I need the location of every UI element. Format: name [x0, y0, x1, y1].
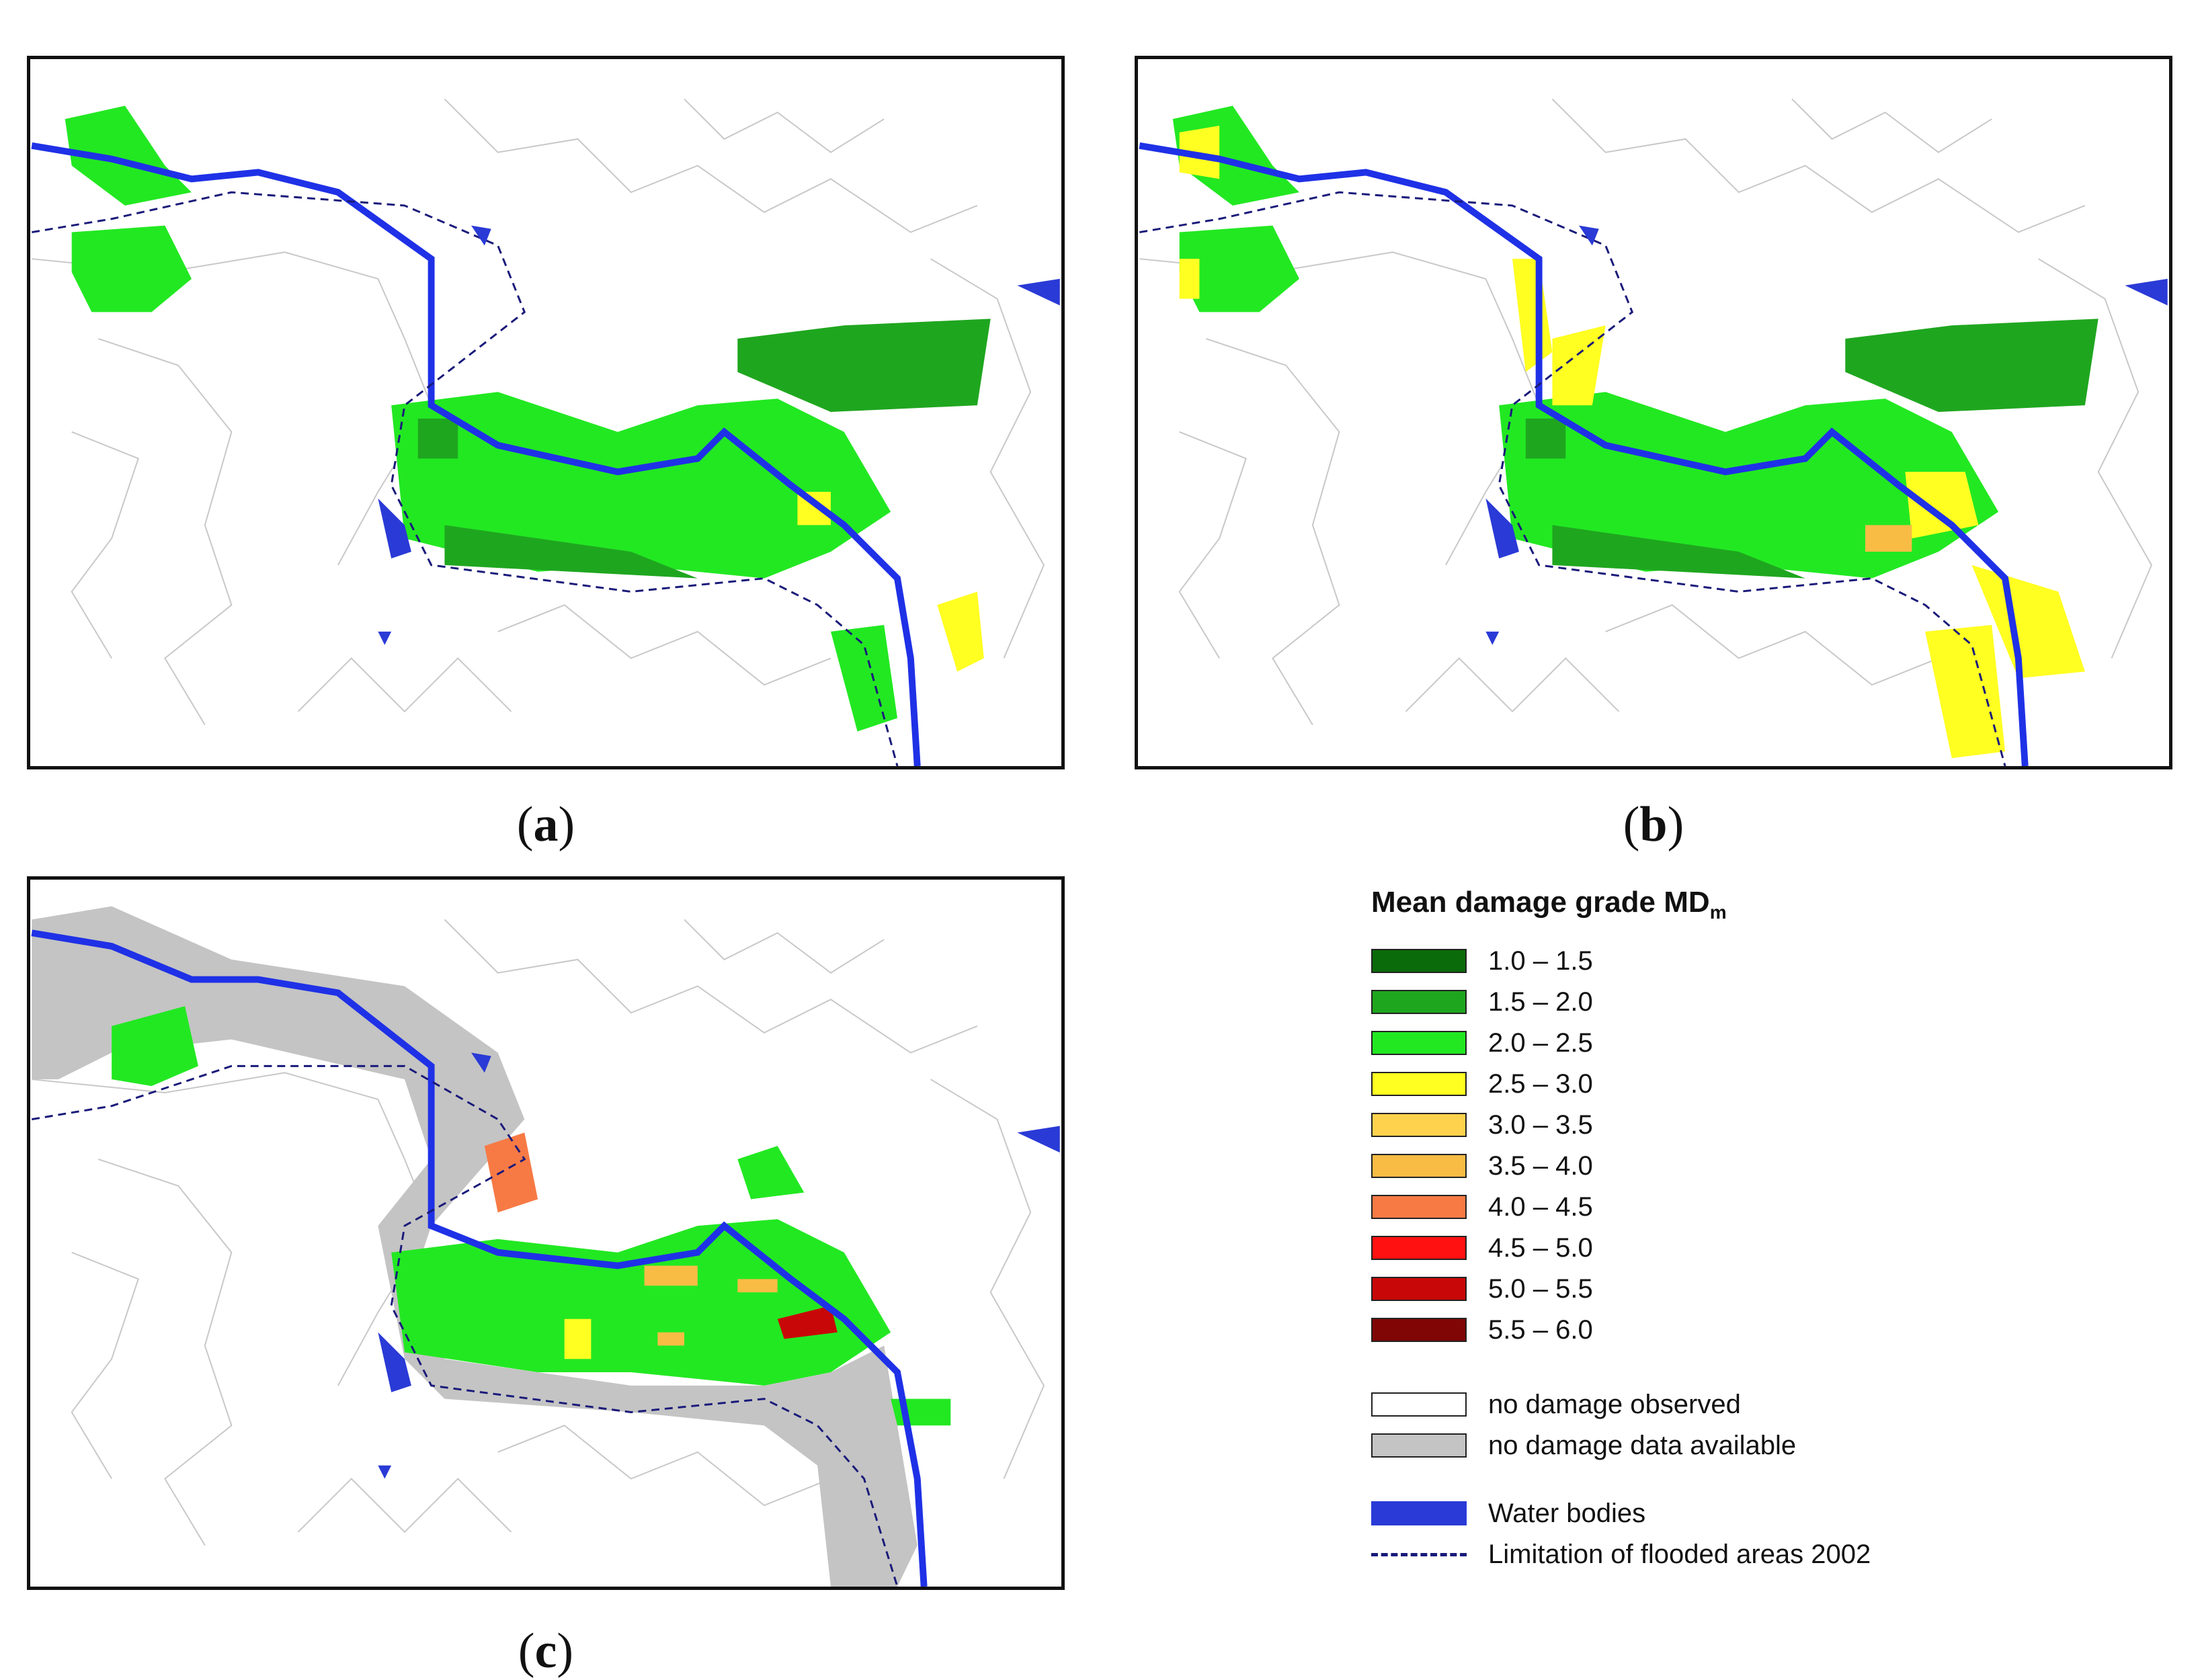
legend-swatch-water: [1371, 1501, 1467, 1525]
legend-flood-limit-label: Limitation of flooded areas 2002: [1488, 1539, 1871, 1569]
water-bodies: [1485, 225, 2168, 645]
legend-swatch-no-damage: [1371, 1392, 1467, 1417]
legend-class-row: 4.0 – 4.5: [1371, 1191, 1593, 1222]
legend-swatch: [1371, 1113, 1467, 1137]
flood-limit: [32, 191, 899, 766]
river: [31, 142, 921, 766]
legend-no-damage-label: no damage observed: [1488, 1389, 1741, 1419]
legend-swatch: [1371, 1318, 1467, 1342]
map-panel-a: [27, 56, 1065, 769]
legend-class-row: 3.5 – 4.0: [1371, 1150, 1593, 1181]
legend-no-data-row: no damage data available: [1371, 1430, 1797, 1460]
legend-title-subscript: m: [1709, 902, 1727, 923]
map-c-svg: [31, 906, 1060, 1587]
legend-class-row: 5.5 – 6.0: [1371, 1314, 1593, 1345]
street-network: [1139, 98, 2153, 726]
legend-swatch: [1371, 1195, 1467, 1219]
legend-swatch: [1371, 1277, 1467, 1301]
legend-class-label: 5.0 – 5.5: [1488, 1273, 1593, 1304]
legend-class-row: 3.0 – 3.5: [1371, 1109, 1593, 1140]
map-b-svg: [1139, 98, 2168, 766]
legend-class-label: 3.5 – 4.0: [1488, 1150, 1593, 1181]
flood-limit: [32, 1064, 899, 1587]
caption-a: (a): [516, 797, 575, 852]
legend-swatch: [1371, 1031, 1467, 1055]
water-bodies: [378, 1052, 1060, 1479]
street-network: [32, 919, 1045, 1546]
legend-class-label: 1.0 – 1.5: [1488, 946, 1593, 976]
river: [1139, 142, 2029, 766]
legend-swatch: [1371, 949, 1467, 973]
legend-class-label: 1.5 – 2.0: [1488, 986, 1593, 1017]
map-a-svg: [31, 98, 1060, 766]
caption-a-letter: a: [533, 797, 559, 852]
legend-class-row: 1.0 – 1.5: [1371, 946, 1593, 976]
legend-class-label: 4.5 – 5.0: [1488, 1232, 1593, 1263]
flood-limit: [1139, 191, 2006, 766]
legend-water-label: Water bodies: [1488, 1498, 1646, 1528]
legend-swatch: [1371, 1236, 1467, 1260]
caption-b: (b): [1623, 797, 1684, 852]
legend-class-label: 2.5 – 3.0: [1488, 1068, 1593, 1099]
caption-c-letter: c: [534, 1624, 557, 1679]
legend-class-row: 2.5 – 3.0: [1371, 1068, 1593, 1099]
legend-swatch-flood-limit: [1371, 1542, 1467, 1566]
legend-class-row: 5.0 – 5.5: [1371, 1273, 1593, 1304]
legend-class-label: 4.0 – 4.5: [1488, 1191, 1593, 1222]
legend-swatch: [1371, 1154, 1467, 1178]
legend-title: Mean damage grade MDm: [1371, 886, 1727, 923]
legend-swatch: [1371, 1072, 1467, 1096]
legend-class-row: 2.0 – 2.5: [1371, 1027, 1593, 1058]
legend-swatch-no-data: [1371, 1433, 1467, 1458]
street-network: [32, 98, 1045, 726]
map-panel-c: [27, 876, 1065, 1590]
legend-swatch: [1371, 990, 1467, 1014]
legend-class-row: 4.5 – 5.0: [1371, 1232, 1593, 1263]
map-panel-b: [1135, 56, 2172, 769]
damage-zones: [1172, 106, 2098, 759]
legend-no-data-label: no damage data available: [1488, 1430, 1797, 1460]
legend-class-label: 5.5 – 6.0: [1488, 1314, 1593, 1345]
water-bodies: [378, 225, 1060, 645]
legend-class-label: 3.0 – 3.5: [1488, 1109, 1593, 1140]
caption-b-letter: b: [1639, 797, 1668, 852]
legend-title-text: Mean damage grade MD: [1371, 886, 1710, 919]
legend-class-row: 1.5 – 2.0: [1371, 986, 1593, 1017]
legend-flood-limit-row: Limitation of flooded areas 2002: [1371, 1539, 1871, 1569]
river: [31, 929, 928, 1587]
map-legend: Mean damage grade MDm 1.0 – 1.5 1.5 – 2.…: [1364, 886, 2171, 1598]
legend-class-label: 2.0 – 2.5: [1488, 1027, 1593, 1058]
caption-c: (c): [518, 1624, 574, 1679]
damage-zones: [65, 106, 991, 732]
legend-water-row: Water bodies: [1371, 1498, 1646, 1528]
legend-no-damage-row: no damage observed: [1371, 1389, 1741, 1419]
